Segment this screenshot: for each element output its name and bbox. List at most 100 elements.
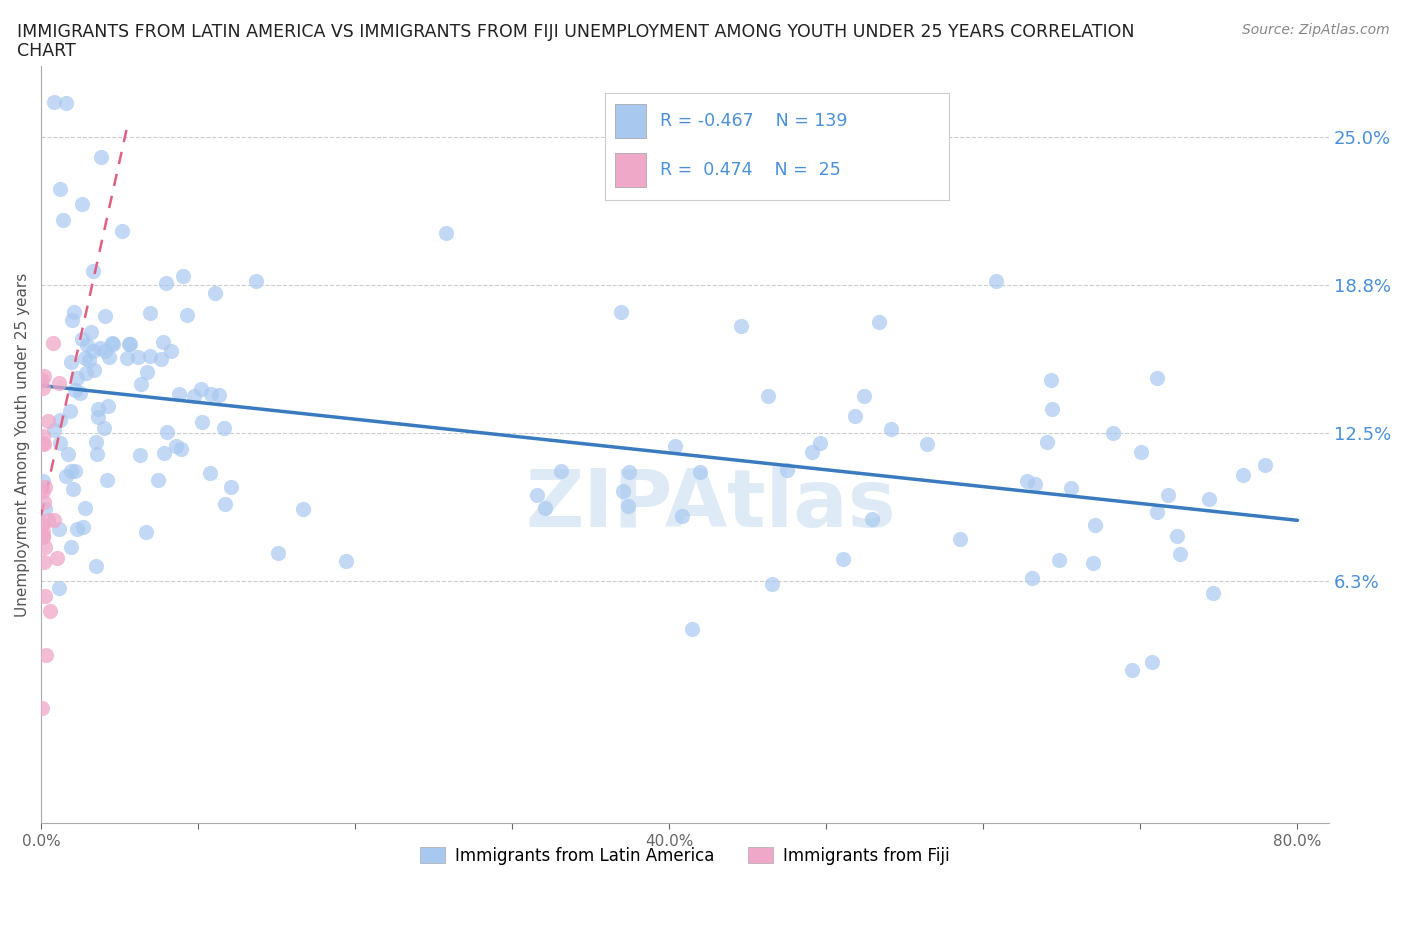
Point (77, 352, 100, 367)
Point (49, 181, 72, 196)
Point (1146, 505, 1168, 520)
Point (31, 373, 53, 388)
FancyBboxPatch shape (614, 104, 645, 138)
Point (31, 428, 53, 443)
Point (730, 319, 752, 334)
Point (136, 365, 159, 379)
Point (62, 482, 84, 497)
Point (526, 487, 548, 502)
Point (860, 512, 883, 526)
Point (44, 94, 66, 109)
Point (853, 389, 876, 404)
Point (127, 350, 149, 365)
Point (135, 525, 157, 539)
Point (1121, 663, 1143, 678)
Point (167, 386, 190, 401)
Point (434, 226, 457, 241)
Point (1198, 491, 1220, 506)
Text: ZIPAtlas: ZIPAtlas (526, 466, 896, 544)
Point (165, 439, 187, 454)
Point (52, 212, 75, 227)
Point (689, 465, 711, 480)
Point (76, 338, 98, 352)
Point (93, 420, 115, 435)
Point (200, 387, 222, 402)
Point (86, 401, 108, 416)
Point (115, 351, 138, 365)
Point (82, 343, 104, 358)
Point (681, 622, 703, 637)
Point (80, 325, 103, 339)
Point (1040, 373, 1063, 388)
Point (204, 286, 226, 301)
Point (1060, 481, 1083, 496)
Text: R =  0.474    N =  25: R = 0.474 N = 25 (659, 161, 841, 179)
Point (868, 314, 890, 329)
Text: Source: ZipAtlas.com: Source: ZipAtlas.com (1241, 23, 1389, 37)
Point (612, 484, 634, 498)
Point (101, 337, 124, 352)
Point (34, 501, 56, 516)
Point (245, 273, 267, 288)
Point (671, 509, 693, 524)
Point (32, 436, 55, 451)
Point (291, 501, 314, 516)
Point (1146, 371, 1168, 386)
Point (1040, 402, 1063, 417)
Point (100, 336, 122, 351)
Point (73, 500, 96, 515)
Point (34, 647, 56, 662)
Point (72, 520, 94, 535)
Point (37, 414, 59, 429)
Point (32, 530, 55, 545)
Point (1202, 586, 1225, 601)
Point (128, 447, 150, 462)
Point (198, 466, 221, 481)
Point (55, 95, 77, 110)
Point (42, 422, 65, 437)
Point (96, 472, 118, 487)
Point (32, 524, 55, 538)
Point (83, 363, 105, 378)
Point (90, 150, 112, 165)
Point (129, 377, 152, 392)
Point (49, 413, 72, 428)
Point (70, 196, 93, 211)
Point (776, 463, 799, 478)
Point (150, 352, 173, 366)
Point (1084, 518, 1107, 533)
Y-axis label: Unemployment Among Youth under 25 years: Unemployment Among Youth under 25 years (15, 272, 30, 617)
Point (86, 446, 108, 461)
Point (48, 522, 70, 537)
Point (156, 424, 179, 439)
Point (98, 350, 121, 365)
Point (32, 473, 55, 488)
Point (832, 551, 855, 566)
Point (42, 512, 65, 527)
Point (32, 484, 55, 498)
Point (761, 577, 783, 591)
Point (1254, 458, 1277, 472)
Point (31, 528, 53, 543)
Point (94, 344, 117, 359)
Point (34, 479, 56, 494)
Point (66, 522, 89, 537)
Point (45, 551, 67, 565)
Point (1049, 552, 1071, 567)
Point (915, 437, 938, 452)
Point (170, 442, 193, 457)
Point (756, 389, 779, 404)
Point (75, 365, 97, 380)
Point (214, 420, 236, 435)
Point (844, 408, 866, 423)
Point (153, 445, 176, 460)
Point (208, 388, 231, 403)
Point (56, 446, 79, 461)
Point (139, 349, 162, 364)
Point (86, 559, 108, 574)
Point (335, 553, 357, 568)
Point (37, 512, 59, 527)
Point (148, 472, 170, 487)
Point (550, 463, 572, 478)
Point (63, 463, 86, 478)
